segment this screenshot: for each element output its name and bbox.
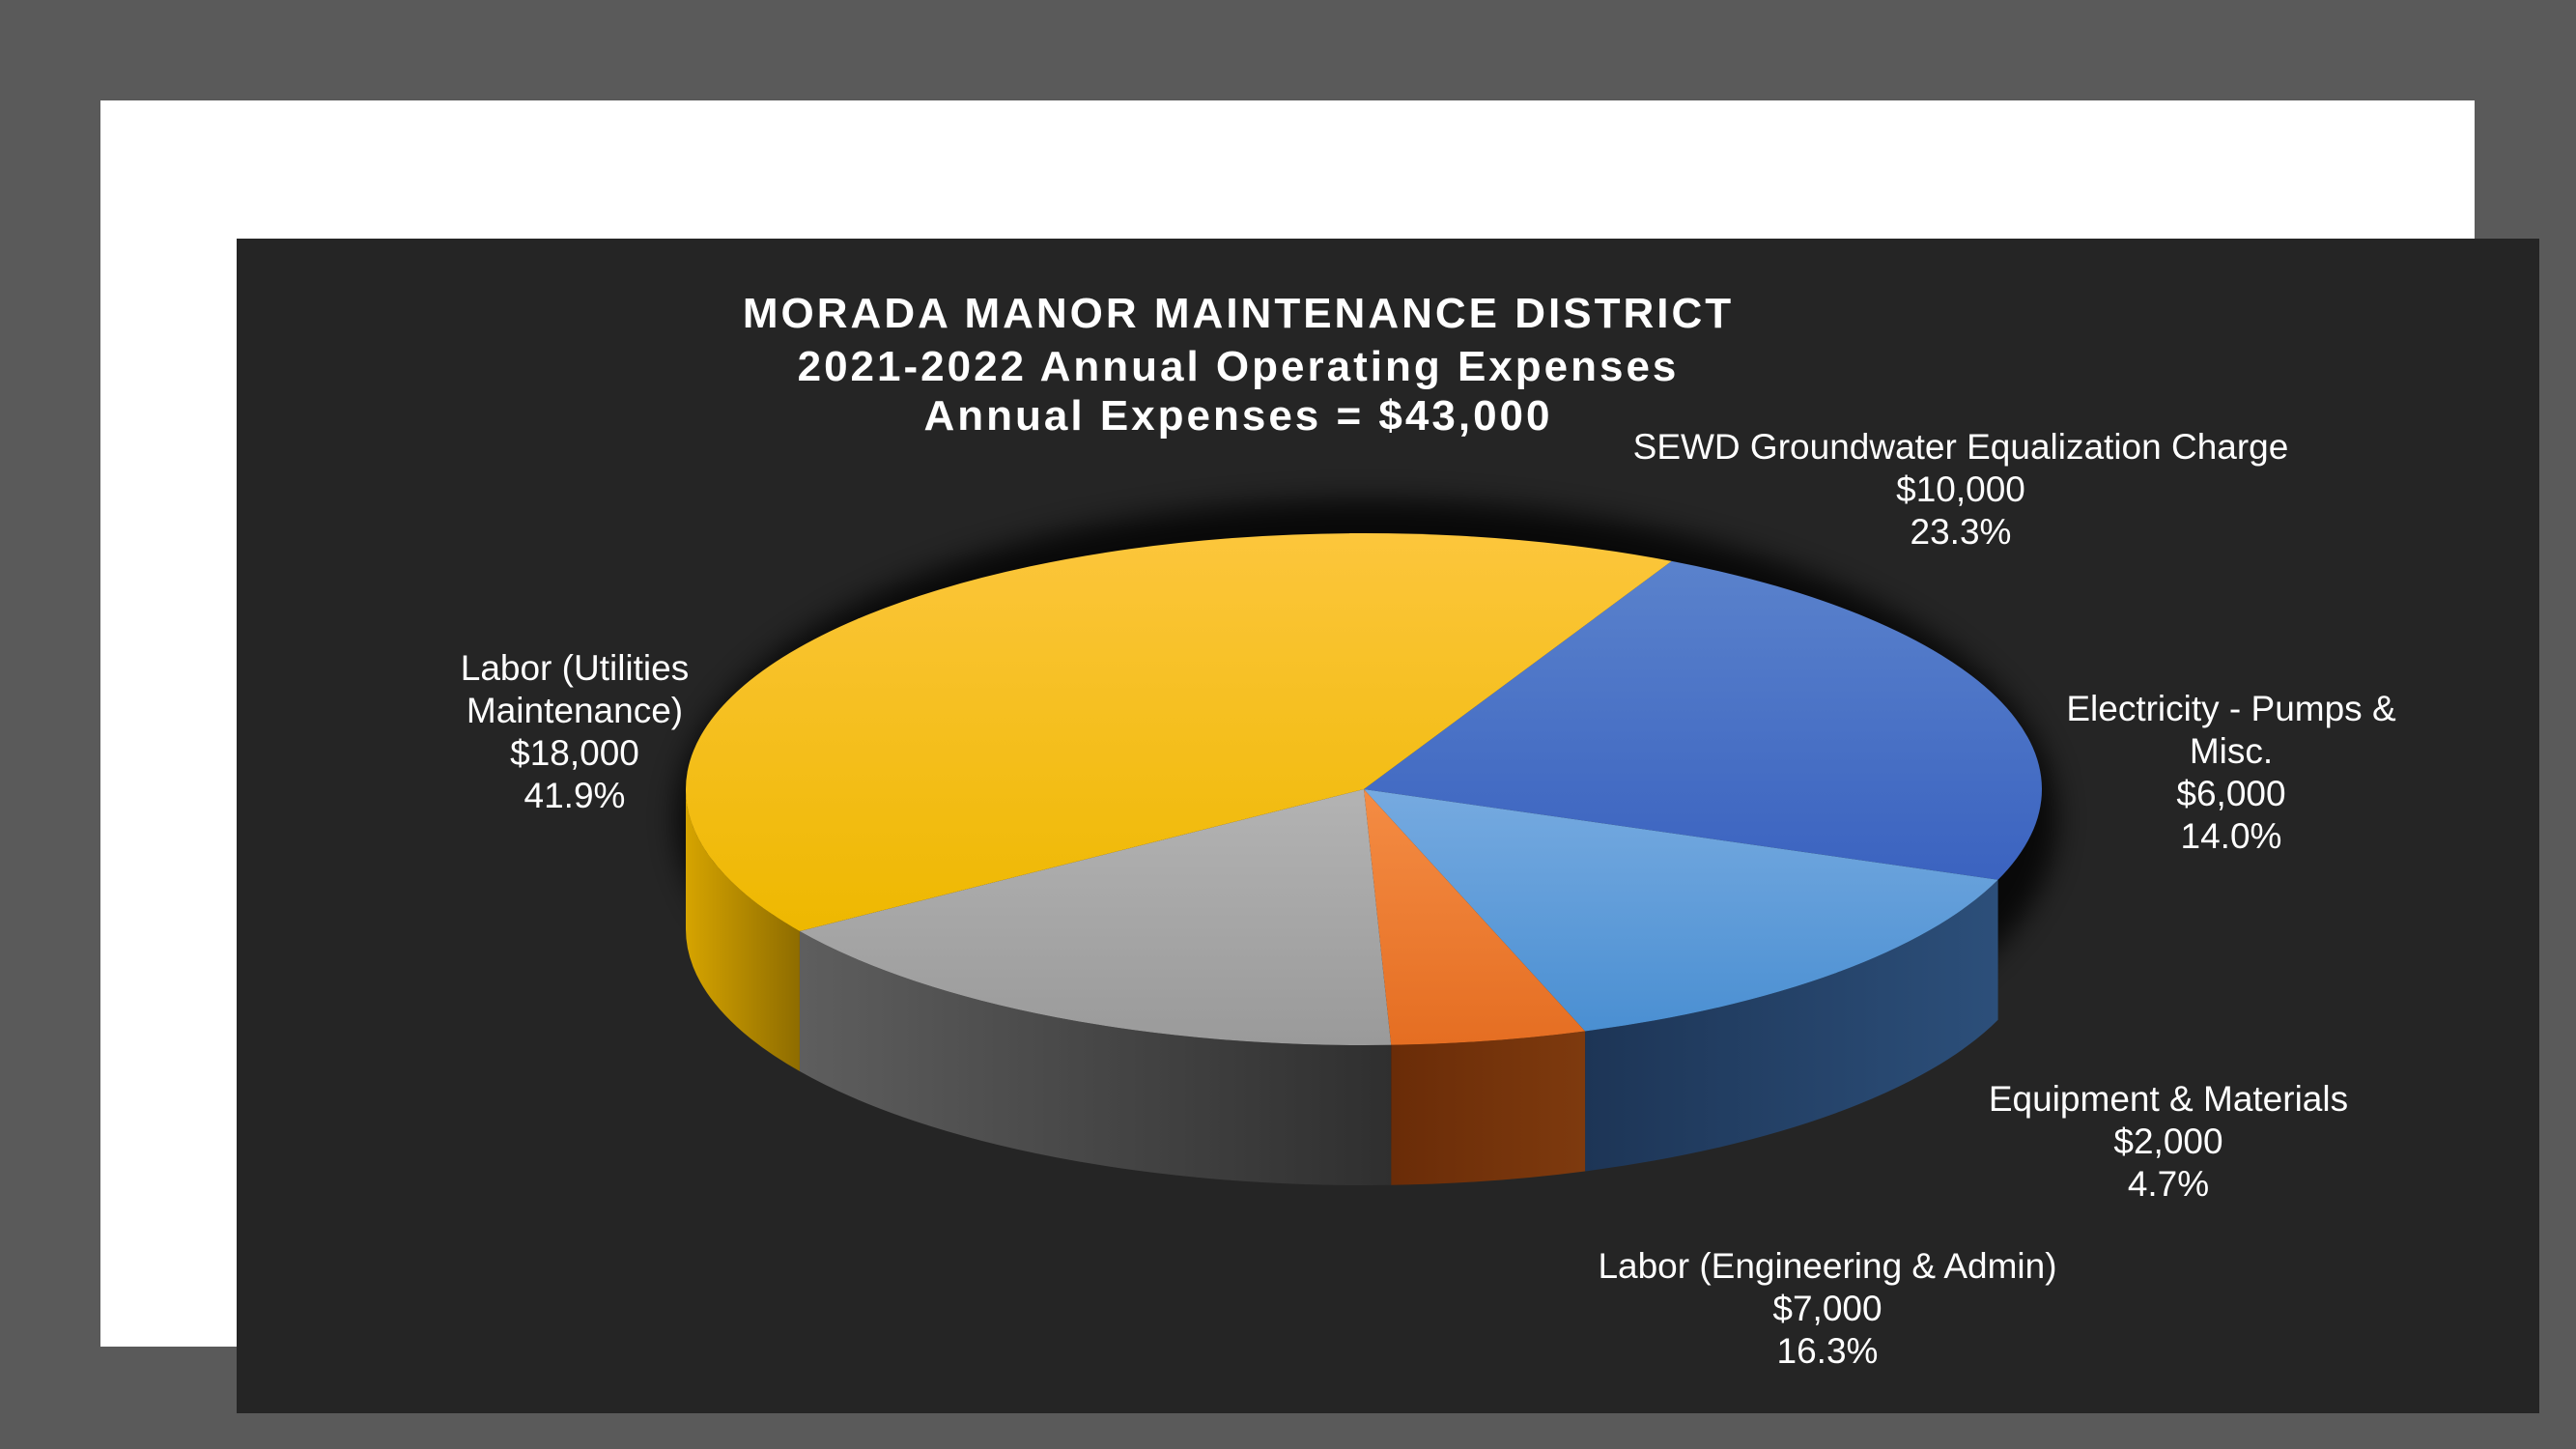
data-label-sewd-groundwater-equalization-charge: SEWD Groundwater Equalization Charge$10,… bbox=[1633, 427, 2289, 552]
data-label-value: $18,000 bbox=[510, 733, 639, 773]
data-label-category: SEWD Groundwater Equalization Charge bbox=[1633, 427, 2289, 467]
data-label-percent: 4.7% bbox=[2128, 1164, 2209, 1204]
chart-title-line-1: MORADA MANOR MAINTENANCE DISTRICT bbox=[743, 290, 1734, 337]
data-label-percent: 16.3% bbox=[1777, 1331, 1879, 1371]
data-labels: SEWD Groundwater Equalization Charge$10,… bbox=[461, 427, 2396, 1371]
pie-side-equipment-materials bbox=[1391, 1031, 1586, 1185]
pie-side-electricity-pumps-misc bbox=[1585, 879, 1998, 1172]
pie-slice-labor-utilities-maintenance bbox=[686, 533, 1672, 932]
data-label-value: $10,000 bbox=[1896, 469, 2025, 509]
data-label-value: $2,000 bbox=[2113, 1122, 2222, 1161]
chart-title: MORADA MANOR MAINTENANCE DISTRICT 2021-20… bbox=[743, 290, 1734, 440]
data-label-value: $7,000 bbox=[1772, 1289, 1882, 1328]
pie-side-labor-utilities-maintenance bbox=[686, 789, 800, 1072]
data-label-category: Equipment & Materials bbox=[1989, 1079, 2348, 1119]
pie-chart: MORADA MANOR MAINTENANCE DISTRICT 2021-20… bbox=[461, 290, 2396, 1371]
data-label-category: Electricity - Pumps & bbox=[2066, 689, 2396, 728]
chart-title-line-2: 2021-2022 Annual Operating Expenses bbox=[798, 343, 1680, 390]
pie-slice-labor-engineering-admin bbox=[799, 789, 1392, 1045]
data-label-category: Misc. bbox=[2190, 731, 2273, 771]
chart-area: MORADA MANOR MAINTENANCE DISTRICT 2021-20… bbox=[237, 239, 2539, 1413]
chart-title-line-3: Annual Expenses = $43,000 bbox=[924, 392, 1553, 440]
data-label-category: Labor (Utilities bbox=[461, 648, 689, 688]
pie-top bbox=[686, 533, 2042, 1045]
pie-slice-electricity-pumps-misc bbox=[1364, 789, 1998, 1032]
data-label-percent: 23.3% bbox=[1911, 512, 2012, 552]
pie-side-labor-engineering-admin bbox=[799, 931, 1392, 1185]
pie-slice-sewd-groundwater-equalization-charge bbox=[1364, 560, 2042, 880]
data-label-percent: 41.9% bbox=[524, 776, 626, 815]
data-label-value: $6,000 bbox=[2176, 774, 2285, 813]
white-frame: MORADA MANOR MAINTENANCE DISTRICT 2021-20… bbox=[100, 100, 2539, 1413]
data-label-percent: 14.0% bbox=[2181, 816, 2282, 856]
pie-slice-equipment-materials bbox=[1364, 789, 1586, 1045]
data-label-category: Maintenance) bbox=[467, 691, 683, 730]
pie-sides bbox=[686, 789, 1998, 1185]
data-label-category: Labor (Engineering & Admin) bbox=[1598, 1246, 2056, 1286]
